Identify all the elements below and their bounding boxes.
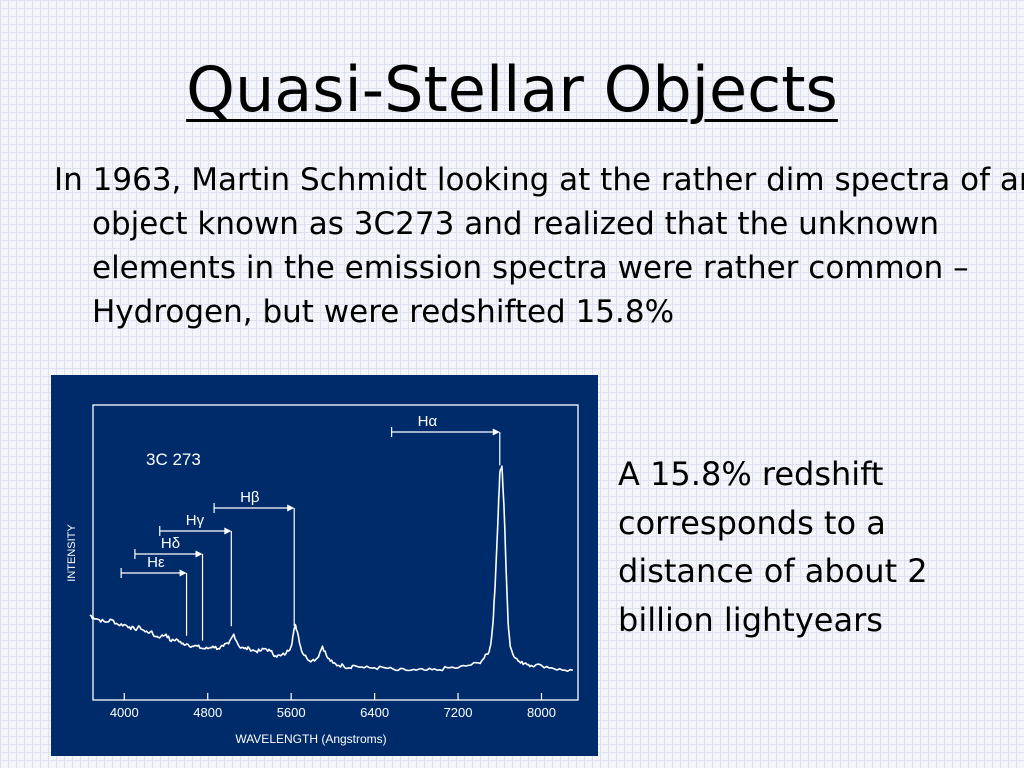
line-annotations: Hα Hβ Hγ Hδ Hε — [120, 413, 501, 641]
annotation-label-3: Hδ — [161, 535, 180, 552]
spectrum-chart: 4000 4800 5600 6400 7200 8000 Hα Hβ Hγ Hδ Hε 3C 2… — [51, 375, 598, 756]
annotation-1: Hβ — [213, 489, 295, 627]
annotation-label-0: Hα — [418, 413, 438, 430]
annotation-label-1: Hβ — [240, 489, 260, 506]
annotation-label-4: Hε — [147, 554, 165, 571]
annotation-label-2: Hγ — [186, 512, 205, 529]
x-axis-label: WAVELENGTH (Angstroms) — [235, 732, 386, 746]
plot-frame — [92, 404, 579, 701]
slide-title: Quasi-Stellar Objects — [186, 53, 838, 126]
spectrum-chart-svg: 4000 4800 5600 6400 7200 8000 Hα Hβ Hγ Hδ Hε 3C 2… — [66, 404, 579, 746]
annotation-0: Hα — [391, 413, 501, 466]
x-tick-label-5600: 5600 — [277, 705, 306, 720]
object-label: 3C 273 — [146, 450, 201, 469]
redshift-note: A 15.8% redshift corresponds to a distan… — [618, 455, 928, 639]
annotation-2: Hγ — [159, 512, 232, 627]
x-tick-labels: 4000 4800 5600 6400 7200 8000 — [110, 705, 556, 720]
annotation-3: Hδ — [134, 535, 204, 641]
x-tick-label-6400: 6400 — [360, 705, 389, 720]
spectrum-series-line — [89, 465, 573, 672]
x-tick-label-4800: 4800 — [193, 705, 222, 720]
annotation-4: Hε — [120, 554, 188, 636]
x-ticks — [123, 693, 543, 700]
x-tick-label-8000: 8000 — [527, 705, 556, 720]
intro-paragraph: In 1963, Martin Schmidt looking at the r… — [54, 162, 1024, 330]
y-axis-label: INTENSITY — [66, 524, 78, 582]
x-tick-label-4000: 4000 — [110, 705, 139, 720]
x-tick-label-7200: 7200 — [444, 705, 473, 720]
